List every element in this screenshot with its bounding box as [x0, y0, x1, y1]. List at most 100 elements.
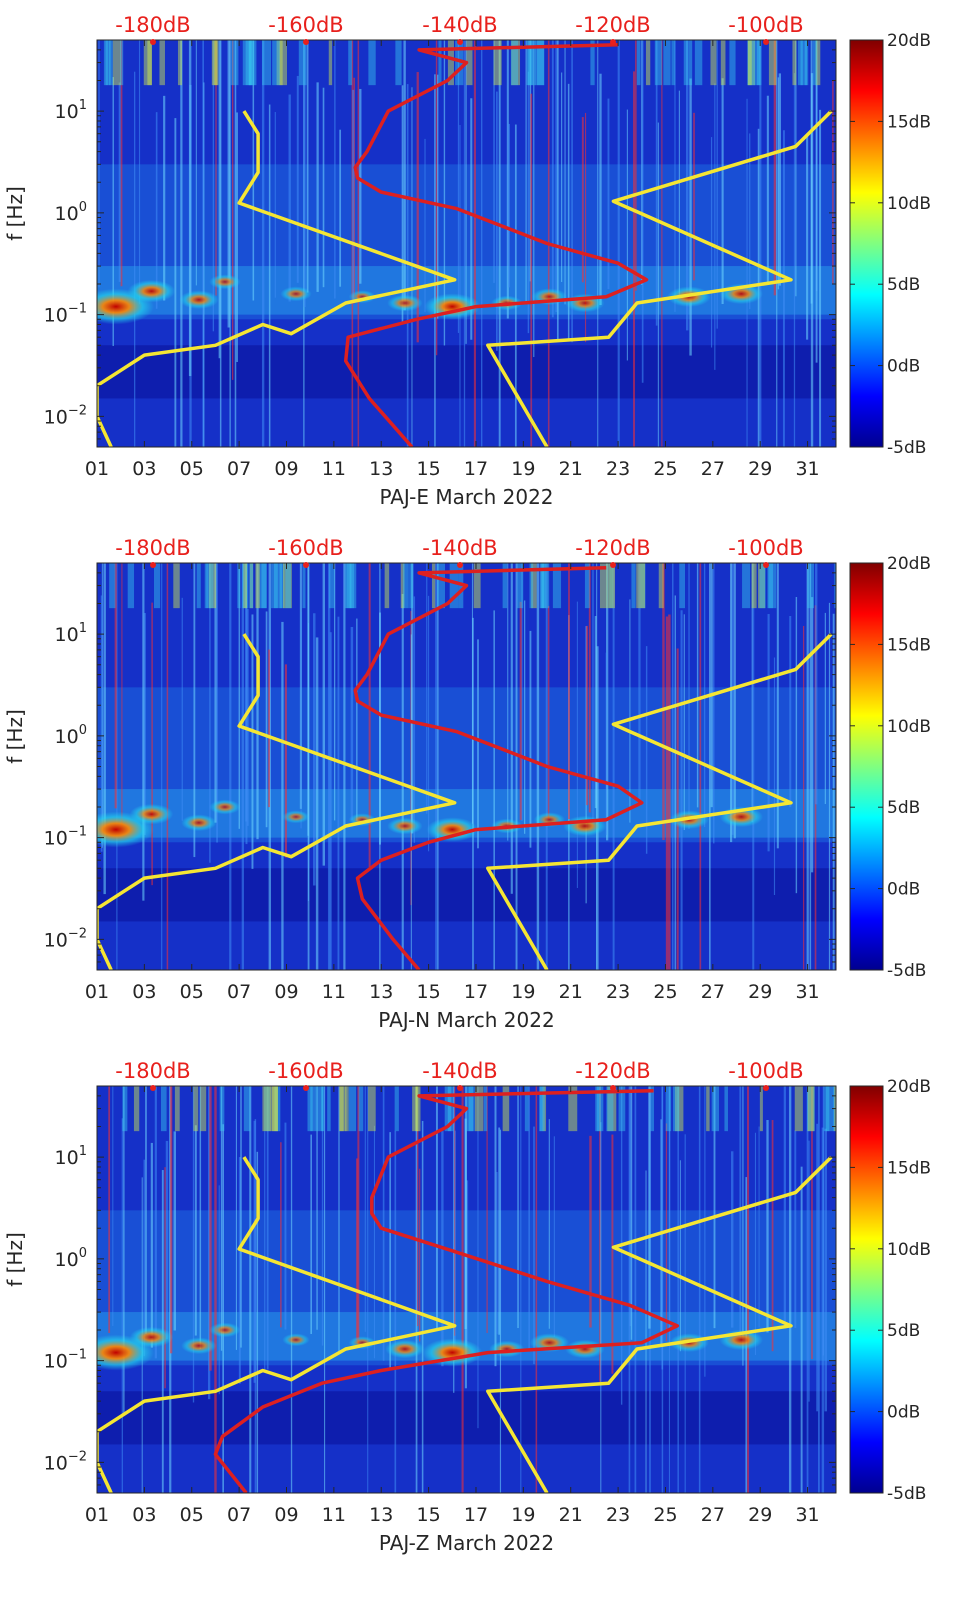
y-axis-label: f [Hz]	[3, 1232, 27, 1287]
spectrogram-streak	[434, 74, 436, 447]
spectrogram-streak	[524, 600, 526, 834]
spectrogram-streak	[459, 124, 461, 447]
spectrogram-streak	[832, 613, 835, 970]
hf-noise-patch	[262, 1086, 271, 1132]
spectrogram-streak	[324, 1086, 326, 1493]
hf-noise-patch	[468, 1086, 474, 1132]
hf-noise-patch	[806, 1086, 815, 1132]
x-tick-label: 27	[701, 458, 725, 480]
spectrogram-streak	[465, 40, 467, 344]
hf-noise-patch	[455, 40, 464, 86]
hf-noise-patch	[663, 40, 671, 86]
spectrogram-streak	[815, 563, 818, 805]
spectrogram-streak	[188, 40, 192, 377]
spectral-hotspot	[282, 1333, 310, 1347]
spectrogram-streak	[817, 1086, 820, 1493]
hf-noise-patch	[535, 40, 544, 86]
hf-noise-patch	[272, 1086, 278, 1132]
hf-noise-patch	[596, 1086, 601, 1132]
spectrogram-streak	[164, 1167, 166, 1389]
y-tick-label: 10−2	[44, 1449, 87, 1474]
hf-noise-patch	[636, 40, 641, 86]
x-tick-label: 13	[369, 1504, 393, 1526]
spectrogram-streak	[584, 112, 587, 343]
hf-noise-patch	[450, 1086, 454, 1132]
hf-noise-patch	[105, 40, 111, 86]
hf-noise-patch	[757, 40, 762, 86]
spectrogram-streak	[195, 40, 197, 286]
hf-noise-patch	[255, 563, 260, 609]
top-db-scale-marker	[457, 562, 463, 568]
spectrogram-streak	[739, 1086, 742, 1341]
hf-noise-patch	[742, 563, 751, 609]
spectrogram-streak	[401, 593, 404, 970]
spectrogram-streak	[655, 40, 658, 326]
spectrogram-streak	[249, 1086, 252, 1493]
hf-noise-patch	[409, 563, 414, 609]
spectrogram-streak	[778, 73, 782, 286]
spectrogram-streak	[435, 1086, 438, 1329]
spectrogram-streak	[713, 563, 715, 844]
spectrogram-streak	[268, 649, 271, 808]
spectrogram-streak	[506, 40, 509, 319]
spectrogram-streak	[657, 122, 659, 447]
spectrogram-streak	[668, 614, 671, 970]
spectrogram-streak	[394, 1130, 397, 1493]
spectrogram-streak	[698, 1086, 701, 1493]
spectrogram-streak	[564, 40, 566, 305]
spectrogram-streak	[356, 618, 358, 821]
hf-noise-patch	[394, 1086, 399, 1132]
x-axis-label: PAJ-E March 2022	[379, 485, 553, 509]
hf-noise-patch	[539, 1086, 543, 1132]
hf-noise-patch	[302, 563, 306, 609]
colorbar	[849, 562, 884, 971]
spectrogram-streak	[98, 40, 100, 288]
spectral-hotspot	[129, 803, 174, 825]
hf-noise-patch	[196, 563, 201, 609]
spectrogram-streak	[229, 563, 232, 970]
hf-noise-patch	[794, 1086, 803, 1132]
spectrogram-streak	[629, 599, 631, 823]
spectrogram-streak	[207, 1086, 211, 1400]
spectrogram-streak	[194, 1125, 197, 1336]
spectrogram-streak	[435, 40, 438, 356]
spectrogram-streak	[808, 1140, 810, 1402]
spectrogram-streak	[134, 71, 136, 447]
hf-noise-patch	[502, 1086, 510, 1132]
x-tick-label: 25	[653, 458, 677, 480]
colorbar-tick-label: 0dB	[887, 357, 920, 377]
spectrogram-streak	[268, 104, 271, 447]
hf-noise-patch	[674, 1086, 684, 1132]
spectrogram-streak	[368, 563, 371, 868]
spectrogram-streak	[678, 90, 680, 298]
spectral-hotspot	[209, 1322, 241, 1338]
spectral-hotspot	[129, 1326, 174, 1348]
spectrogram-streak	[605, 652, 607, 835]
x-tick-label: 11	[322, 458, 346, 480]
spectral-hotspot	[280, 286, 312, 302]
hf-noise-patch	[208, 563, 217, 609]
hf-noise-patch	[768, 40, 777, 86]
x-tick-label: 19	[511, 1504, 535, 1526]
spectral-hotspot	[209, 274, 241, 290]
top-db-scale-marker	[457, 1085, 463, 1091]
hf-noise-patch	[823, 1086, 830, 1132]
top-db-scale-marker	[610, 562, 616, 568]
hf-noise-patch	[679, 563, 685, 609]
top-db-scale-marker	[610, 1085, 616, 1091]
colorbar	[849, 39, 884, 448]
x-tick-label: 03	[132, 1504, 156, 1526]
hf-noise-patch	[526, 40, 533, 86]
colorbar-tick-label: -5dB	[887, 961, 926, 981]
spectrogram-streak	[776, 40, 778, 447]
spectrogram-streak	[822, 1086, 825, 1356]
hf-noise-patch	[283, 563, 292, 609]
spectrogram-streak	[710, 563, 713, 808]
hf-noise-patch	[264, 1086, 271, 1132]
spectrogram-streak	[266, 1086, 269, 1370]
curve-upper-model-right	[486, 109, 833, 447]
spectrogram-streak	[714, 83, 716, 370]
spectrogram-streak	[411, 563, 414, 834]
x-axis-label: PAJ-N March 2022	[378, 1008, 554, 1032]
